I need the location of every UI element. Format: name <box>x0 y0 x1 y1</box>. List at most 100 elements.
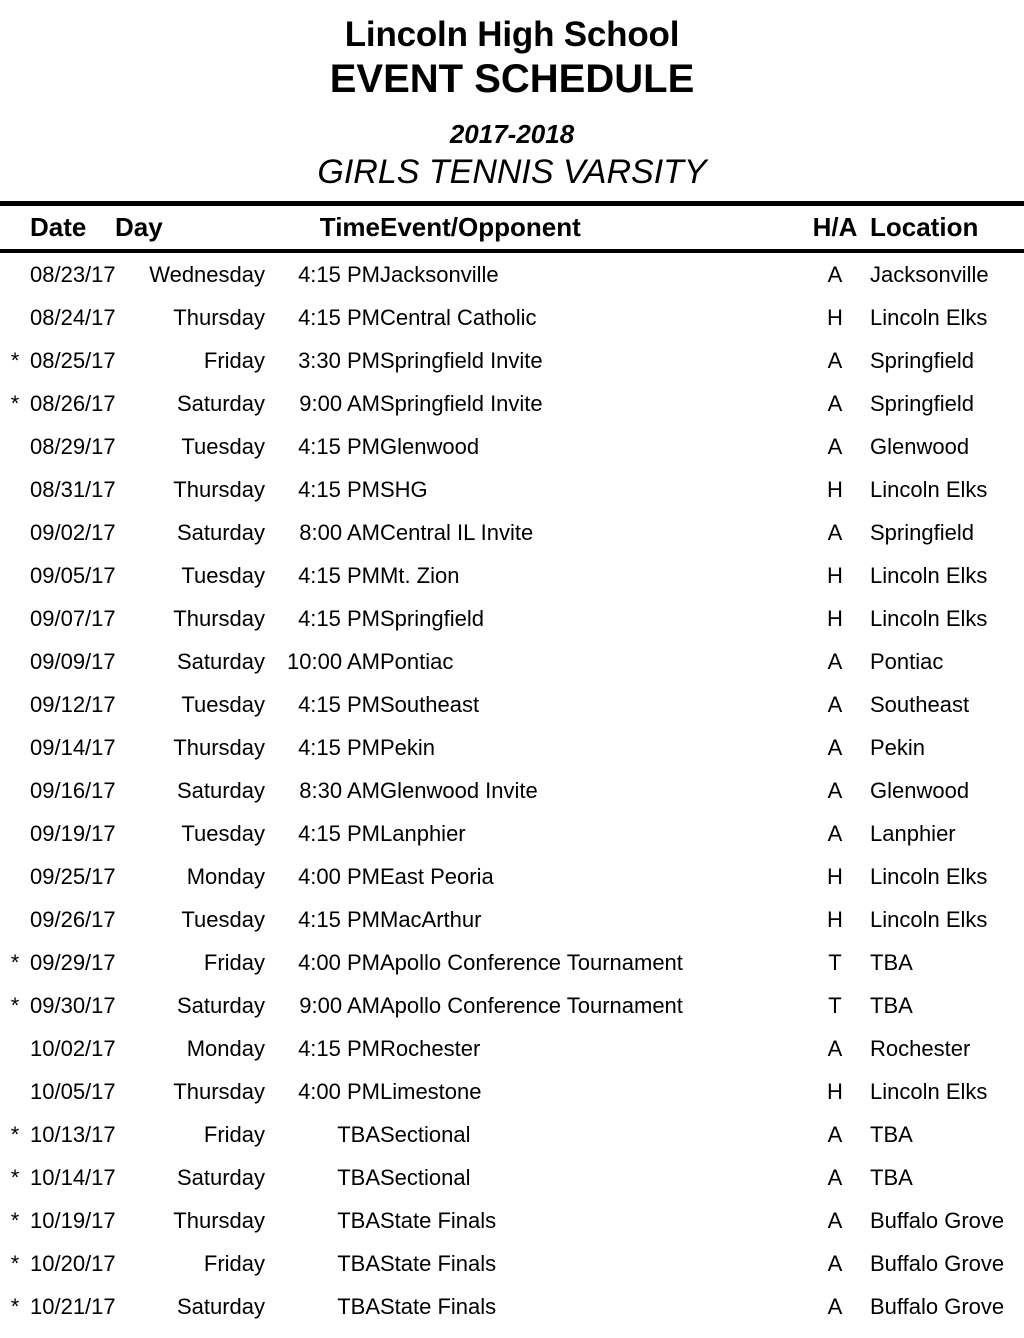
row-home-away: H <box>827 477 843 502</box>
row-day: Tuesday <box>181 563 265 588</box>
row-date: 10/05/17 <box>30 1079 116 1104</box>
row-time: 4:15 PM <box>298 305 380 330</box>
column-header-time: Time <box>319 212 380 242</box>
row-home-away: A <box>827 1122 843 1147</box>
header-row: Date Day Time Event/Opponent H/A Locatio… <box>0 206 1024 249</box>
header-rule-bottom <box>0 249 1024 253</box>
row-asterisk: * <box>10 1294 20 1319</box>
row-asterisk <box>0 468 30 511</box>
row-home-away: H <box>827 606 843 631</box>
row-day: Tuesday <box>181 434 265 459</box>
row-home-away: A <box>827 262 843 287</box>
row-date: 08/26/17 <box>30 391 116 416</box>
row-event: Central IL Invite <box>380 520 534 545</box>
table-row: 10/05/17 Thursday 4:00 PM Limestone H Lincoln… <box>0 1070 1024 1113</box>
row-date: 09/05/17 <box>30 563 116 588</box>
row-day: Tuesday <box>181 907 265 932</box>
row-day: Thursday <box>173 1079 265 1104</box>
row-asterisk <box>0 855 30 898</box>
row-time: 4:15 PM <box>298 735 380 760</box>
row-home-away: A <box>827 1036 843 1061</box>
column-header-location: Location <box>870 212 979 242</box>
row-day: Thursday <box>173 477 265 502</box>
row-asterisk <box>0 1070 30 1113</box>
row-home-away: A <box>827 1165 843 1190</box>
row-home-away: H <box>827 1079 843 1104</box>
row-date: 10/13/17 <box>30 1122 116 1147</box>
row-asterisk <box>0 683 30 726</box>
row-date: 09/25/17 <box>30 864 116 889</box>
row-time: 4:00 PM <box>298 950 380 975</box>
table-header: Date Day Time Event/Opponent H/A Locatio… <box>0 206 1024 249</box>
row-event: SHG <box>380 477 428 502</box>
table-body: 08/23/17 Wednesday 4:15 PM Jacksonville A Jac… <box>0 253 1024 1328</box>
row-time: TBA <box>337 1294 380 1319</box>
table-row: 09/14/17 Thursday 4:15 PM Pekin A Pekin <box>0 726 1024 769</box>
row-event: Springfield Invite <box>380 348 543 373</box>
row-home-away: A <box>827 735 843 760</box>
table-row: 10/02/17 Monday 4:15 PM Rochester A Rochester <box>0 1027 1024 1070</box>
row-location: Lincoln Elks <box>870 477 988 502</box>
row-event: Limestone <box>380 1079 482 1104</box>
row-time: 4:15 PM <box>298 1036 380 1061</box>
row-asterisk <box>0 898 30 941</box>
row-day: Monday <box>186 1036 265 1061</box>
column-header-star <box>0 206 30 249</box>
row-event: Pontiac <box>380 649 454 674</box>
row-home-away: A <box>827 692 843 717</box>
row-location: Lanphier <box>870 821 956 846</box>
team-label: GIRLS TENNIS VARSITY <box>317 153 707 191</box>
row-event: Lanphier <box>380 821 466 846</box>
row-location: Lincoln Elks <box>870 606 988 631</box>
row-time: 3:30 PM <box>298 348 380 373</box>
row-event: Southeast <box>380 692 480 717</box>
row-date: 09/02/17 <box>30 520 116 545</box>
row-asterisk: * <box>10 391 20 416</box>
row-home-away: H <box>827 907 843 932</box>
table-row: 09/16/17 Saturday 8:30 AM Glenwood Invite A G… <box>0 769 1024 812</box>
row-event: State Finals <box>380 1294 497 1319</box>
table-row: * 08/26/17 Saturday 9:00 AM Springfield Invi… <box>0 382 1024 425</box>
table-row: 09/12/17 Tuesday 4:15 PM Southeast A Southeas… <box>0 683 1024 726</box>
row-asterisk: * <box>10 950 20 975</box>
row-time: 8:30 AM <box>299 778 380 803</box>
row-time: 9:00 AM <box>299 391 380 416</box>
row-event: Springfield <box>380 606 484 631</box>
row-date: 09/07/17 <box>30 606 116 631</box>
school-name: Lincoln High School <box>344 15 680 54</box>
row-home-away: H <box>827 864 843 889</box>
row-location: Lincoln Elks <box>870 864 988 889</box>
row-event: Rochester <box>380 1036 481 1061</box>
table-row: 09/09/17 Saturday 10:00 AM Pontiac A Pontiac <box>0 640 1024 683</box>
row-location: Buffalo Grove <box>870 1294 1005 1319</box>
row-day: Tuesday <box>181 692 265 717</box>
row-date: 10/14/17 <box>30 1165 116 1190</box>
row-time: 4:00 PM <box>298 1079 380 1104</box>
row-location: TBA <box>870 950 913 975</box>
row-date: 09/14/17 <box>30 735 116 760</box>
row-day: Friday <box>203 1122 265 1147</box>
row-event: Pekin <box>380 735 436 760</box>
row-date: 09/16/17 <box>30 778 116 803</box>
row-asterisk <box>0 296 30 339</box>
row-event: Jacksonville <box>380 262 499 287</box>
row-day: Tuesday <box>181 821 265 846</box>
row-time: TBA <box>337 1208 380 1233</box>
row-home-away: H <box>827 305 843 330</box>
row-date: 08/24/17 <box>30 305 116 330</box>
row-date: 10/19/17 <box>30 1208 116 1233</box>
row-event: Apollo Conference Tournament <box>380 993 683 1018</box>
row-home-away: A <box>827 1208 843 1233</box>
row-event: Apollo Conference Tournament <box>380 950 683 975</box>
row-date: 09/26/17 <box>30 907 116 932</box>
row-time: 4:15 PM <box>298 477 380 502</box>
table-row: 09/25/17 Monday 4:00 PM East Peoria H Lincoln… <box>0 855 1024 898</box>
row-home-away: A <box>827 434 843 459</box>
row-event: State Finals <box>380 1208 497 1233</box>
row-location: Pontiac <box>870 649 944 674</box>
row-location: Lincoln Elks <box>870 907 988 932</box>
row-location: Rochester <box>870 1036 971 1061</box>
column-header-ha: H/A <box>812 212 858 242</box>
row-time: 4:15 PM <box>298 262 380 287</box>
table-row: * 09/29/17 Friday 4:00 PM Apollo Conference … <box>0 941 1024 984</box>
